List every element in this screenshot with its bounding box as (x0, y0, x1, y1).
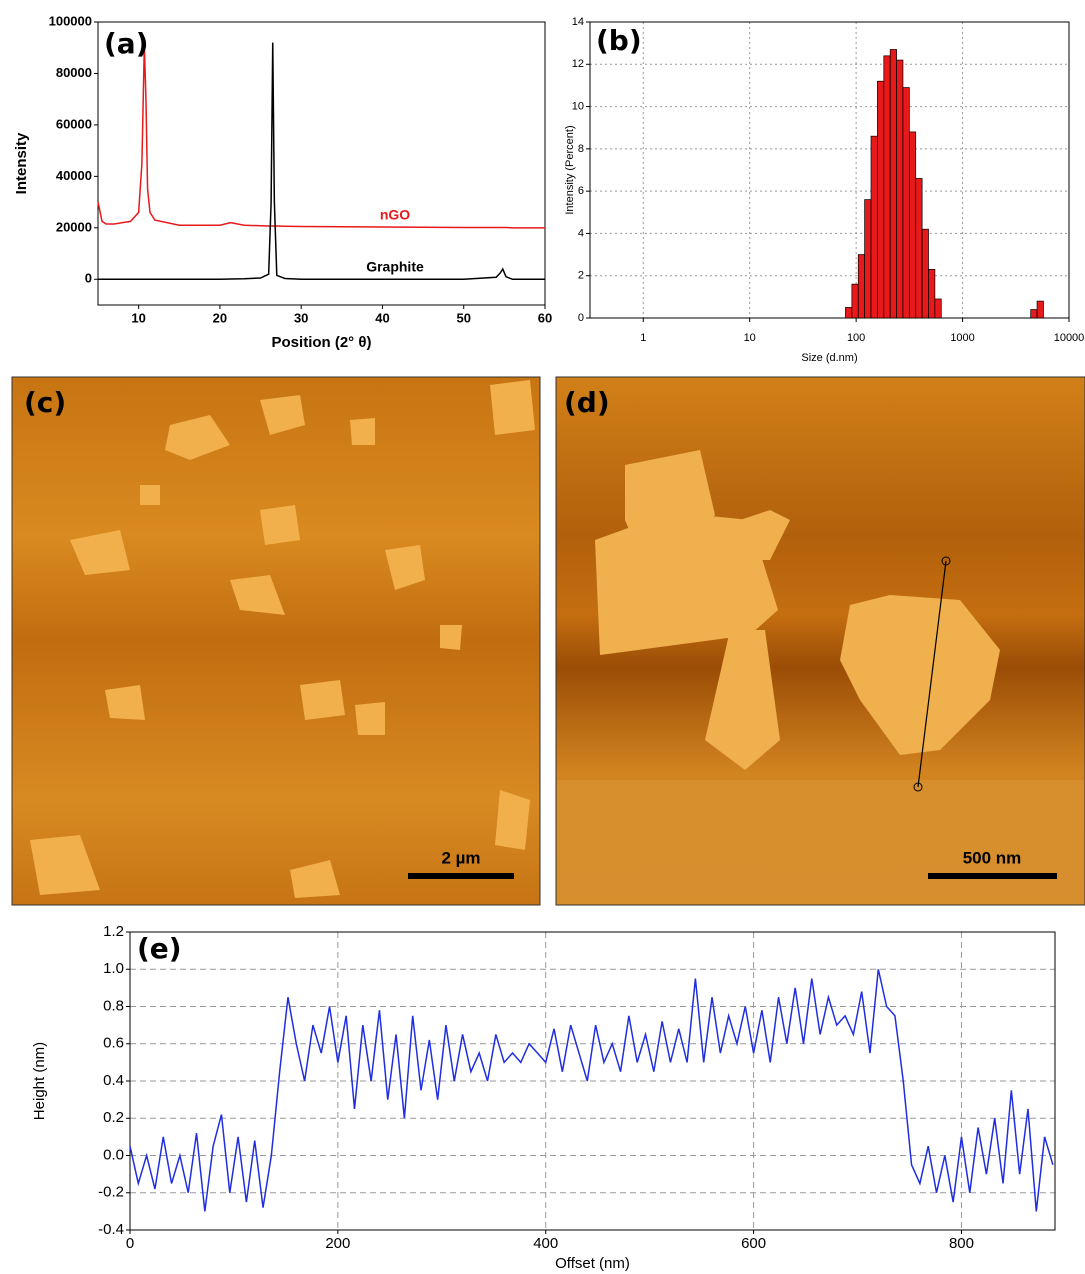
panel-label: (d) (564, 386, 610, 419)
profile-start (913, 782, 923, 792)
x-tick-label: 0 (126, 1235, 134, 1252)
x-tick-label: 200 (325, 1235, 350, 1252)
y-tick-label: 12 (572, 58, 584, 70)
panel-label: (b) (596, 24, 642, 57)
y-tick-label: 20000 (56, 219, 92, 234)
plot-frame (97, 21, 546, 306)
bar (883, 55, 891, 319)
panel-label: (a) (104, 27, 149, 60)
afm-image-d: (d) 500 nm (555, 376, 1085, 906)
x-tick-label: 800 (949, 1235, 974, 1252)
line-series (97, 45, 545, 229)
y-axis-label: Intensity (13, 132, 30, 194)
bar (864, 199, 872, 319)
y-tick-label: 1.2 (103, 923, 124, 940)
x-tick-label: 60 (538, 310, 552, 325)
series-label: nGO (380, 207, 410, 223)
y-tick-label: 0.8 (103, 997, 124, 1014)
bar (934, 298, 942, 319)
y-axis-label: Intensity (Percent) (564, 125, 576, 214)
panel-label: (c) (24, 386, 66, 419)
y-tick-label: 4 (578, 227, 584, 239)
line-series (129, 969, 1054, 1212)
y-axis-label: Height (nm) (31, 1042, 48, 1120)
y-tick-label: -0.2 (98, 1184, 124, 1201)
x-tick-label: 1000 (950, 332, 974, 344)
y-tick-label: 10 (572, 100, 584, 112)
panel-label: (e) (137, 932, 182, 965)
line-series (98, 42, 545, 281)
x-tick-label: 50 (456, 310, 470, 325)
y-tick-label: 8 (578, 143, 584, 155)
scale-bar-label: 2 µm (441, 848, 480, 867)
bar (915, 178, 923, 319)
bar (1030, 309, 1038, 319)
image-frame (11, 376, 541, 906)
y-tick-label: 0.4 (103, 1072, 124, 1089)
plot-frame (129, 931, 1056, 1231)
x-tick-label: 10 (744, 332, 756, 344)
plot-frame (589, 21, 1070, 319)
flakes (30, 380, 535, 898)
y-tick-label: -0.4 (98, 1221, 124, 1238)
profile-end (941, 556, 951, 566)
bar (896, 59, 904, 319)
y-tick-label: 0.6 (103, 1035, 124, 1052)
x-tick-label: 100 (847, 332, 865, 344)
bar (1036, 300, 1044, 319)
y-tick-label: 1.0 (103, 960, 124, 977)
bar (889, 49, 897, 319)
y-tick-label: 80000 (56, 65, 92, 80)
y-tick-label: 0 (578, 312, 584, 324)
bar (877, 80, 885, 319)
bar (845, 307, 853, 319)
x-tick-label: 10 (131, 310, 145, 325)
x-tick-label: 600 (741, 1235, 766, 1252)
scale-bar-label: 500 nm (963, 848, 1022, 867)
bar (851, 283, 859, 319)
y-tick-label: 100000 (49, 13, 92, 28)
y-tick-label: 6 (578, 185, 584, 197)
x-tick-label: 20 (213, 310, 227, 325)
x-axis-label: Position (2° θ) (272, 334, 372, 351)
profile-line (917, 560, 947, 788)
x-axis-label: Offset (nm) (555, 1255, 630, 1272)
series-label: Graphite (366, 259, 424, 275)
flakes (595, 450, 1000, 770)
y-tick-label: 60000 (56, 116, 92, 131)
bar (857, 254, 865, 319)
y-tick-label: 2 (578, 270, 584, 282)
x-axis-label: Size (d.nm) (801, 352, 857, 364)
x-tick-label: 40 (375, 310, 389, 325)
y-tick-label: 0 (85, 271, 92, 286)
x-tick-label: 30 (294, 310, 308, 325)
y-tick-label: 0.2 (103, 1109, 124, 1126)
y-tick-label: 14 (572, 16, 584, 28)
bar (870, 135, 878, 319)
bar (928, 269, 936, 319)
y-tick-label: 0.0 (103, 1146, 124, 1163)
x-tick-label: 1 (640, 332, 646, 344)
x-tick-label: 10000 (1054, 332, 1085, 344)
x-tick-label: 400 (533, 1235, 558, 1252)
bar (908, 131, 917, 319)
bar (921, 228, 929, 319)
bar (902, 87, 910, 319)
afm-image-c: (c) 2 µm (11, 376, 541, 906)
scan-region (557, 780, 1084, 904)
y-tick-label: 40000 (56, 168, 92, 183)
